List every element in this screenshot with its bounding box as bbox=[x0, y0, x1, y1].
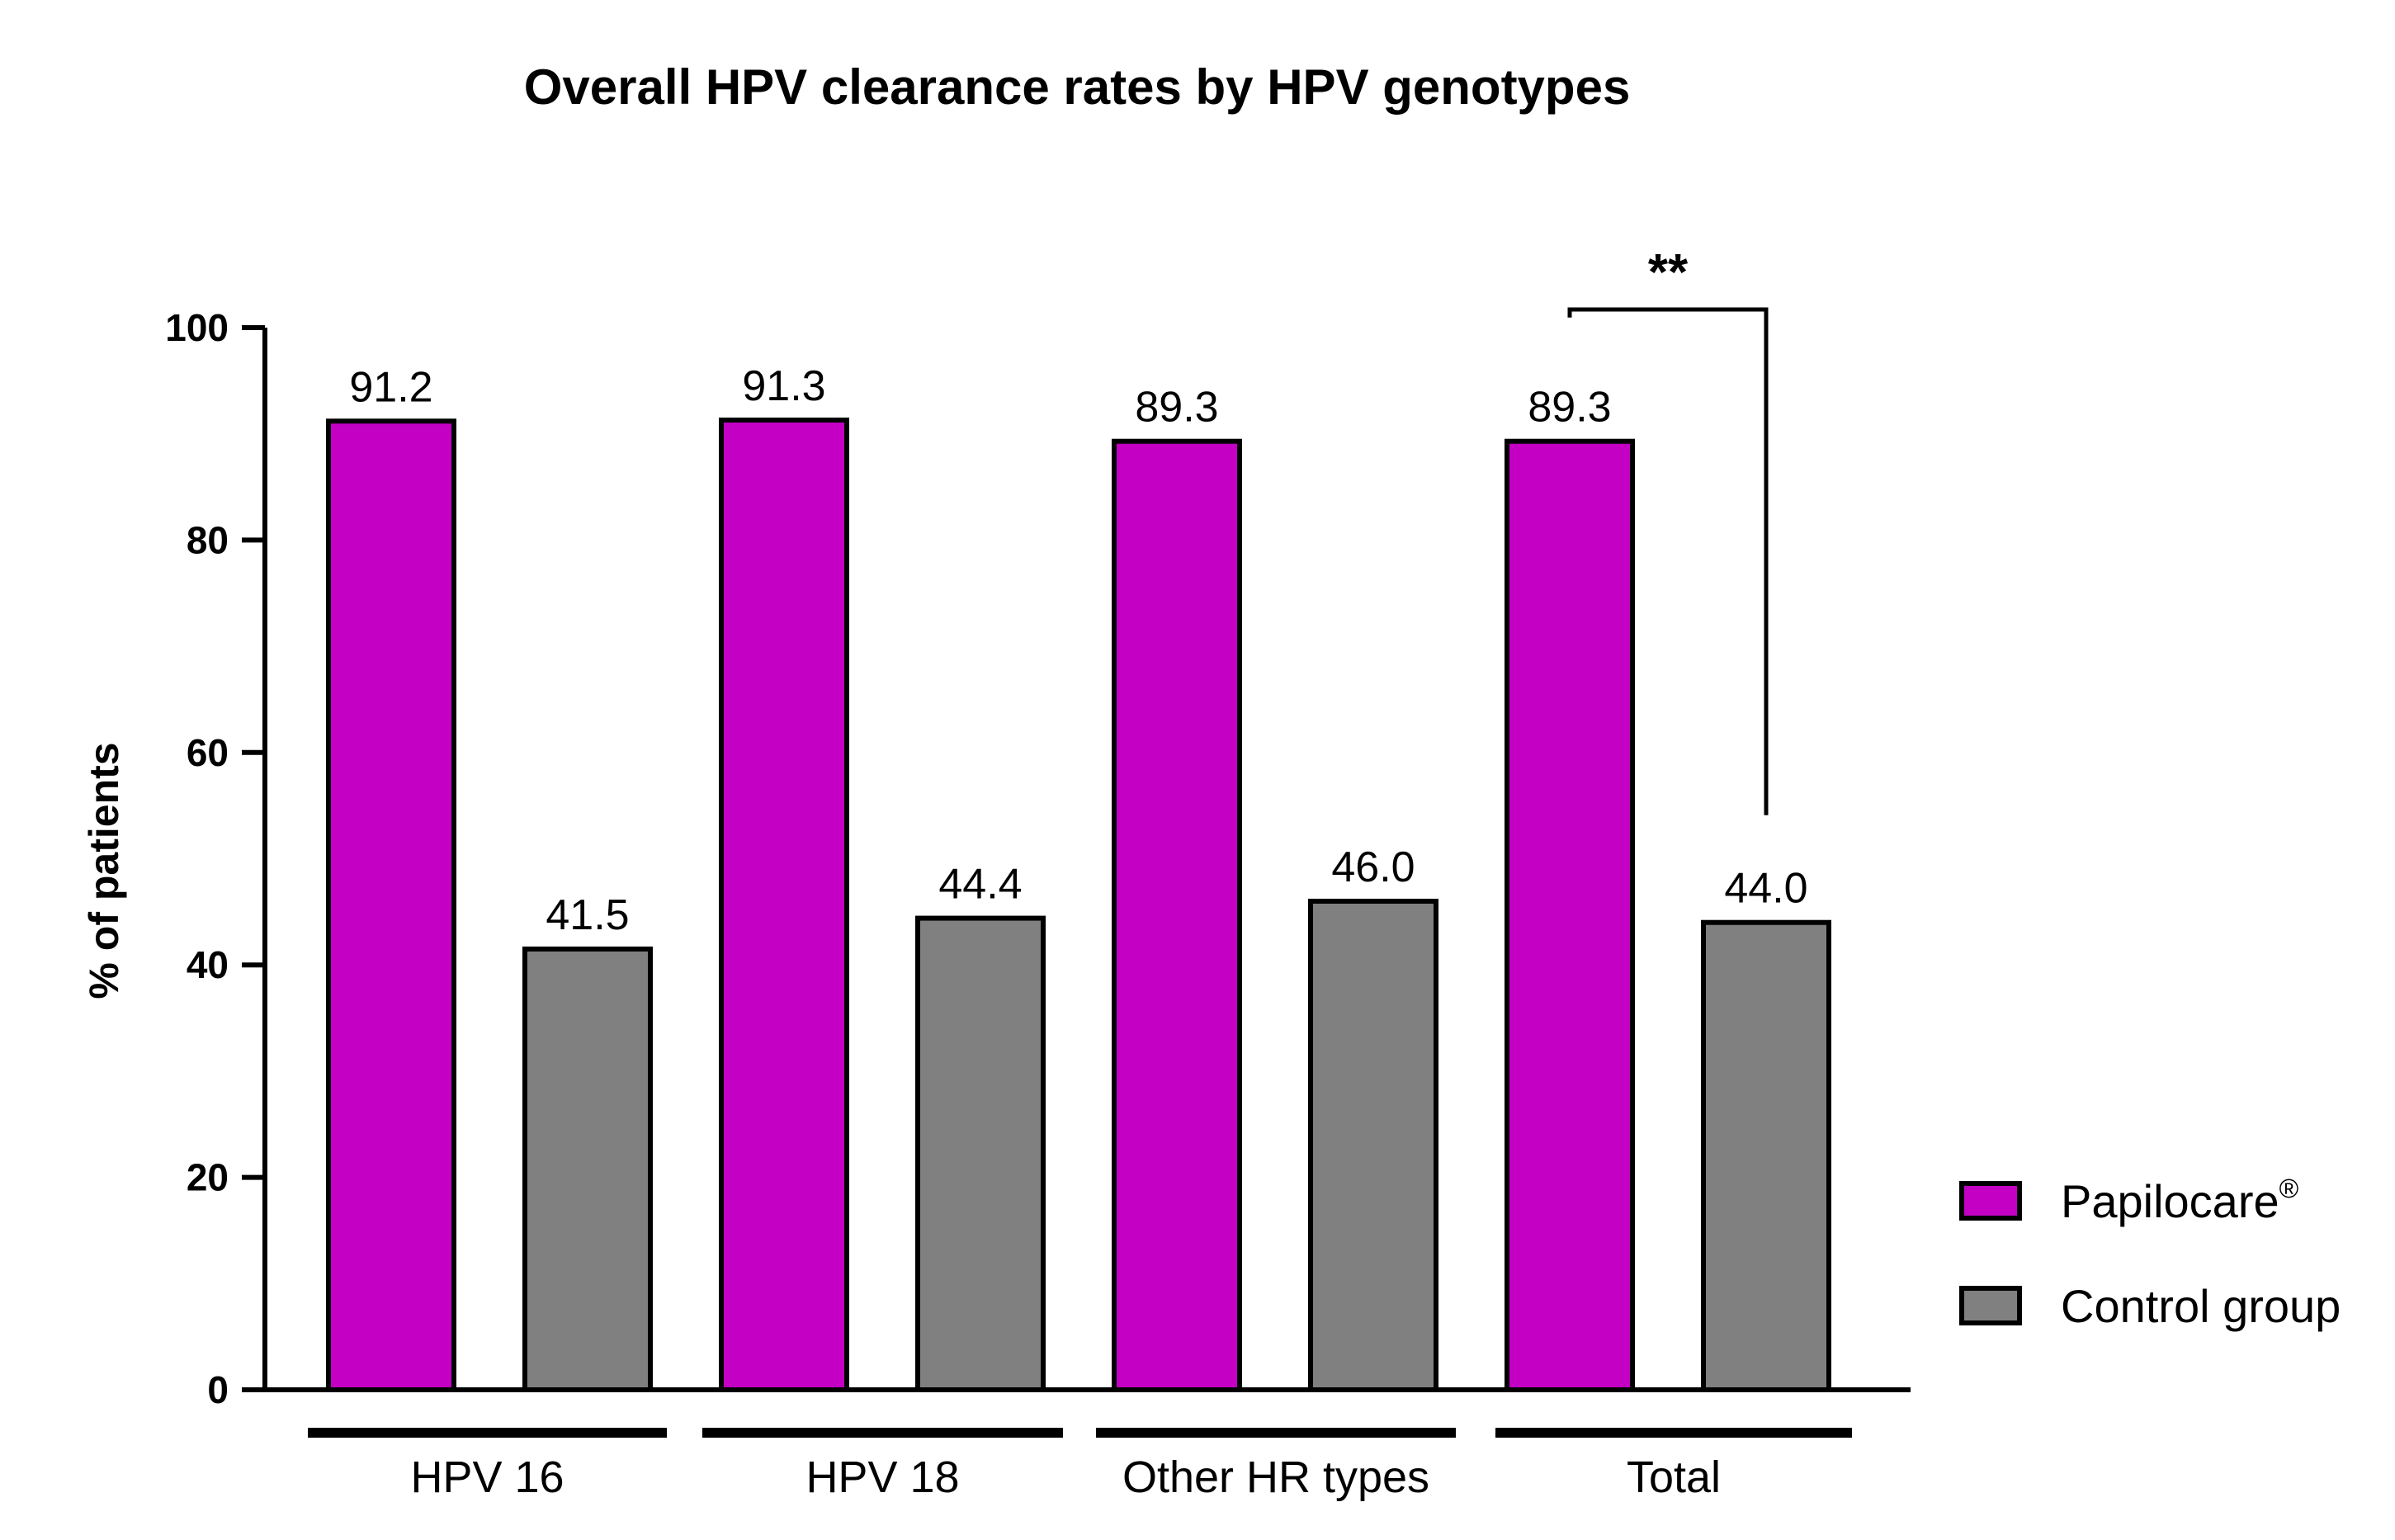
legend-label-control-group: Control group bbox=[2061, 1280, 2341, 1332]
y-tick-label: 100 bbox=[165, 306, 229, 349]
data-label: 46.0 bbox=[1331, 843, 1415, 891]
x-tick-label: Total bbox=[1627, 1453, 1721, 1502]
registered-trademark-mark: ® bbox=[2279, 1174, 2299, 1203]
legend-label-papilocare: Papilocare® bbox=[2061, 1174, 2299, 1227]
bar-papilocare bbox=[719, 417, 849, 1392]
plot-area: 0 20 40 60 80 100 91.2 41.5 HPV 16 91.3 44.4 HPV 18… bbox=[165, 244, 1911, 1502]
bar-papilocare bbox=[326, 418, 456, 1393]
y-tick-label: 60 bbox=[187, 731, 229, 774]
x-tick-label: HPV 18 bbox=[805, 1453, 959, 1502]
bar-control-group bbox=[1308, 898, 1438, 1392]
data-label: 91.3 bbox=[742, 362, 825, 410]
x-tick-label: HPV 16 bbox=[410, 1453, 564, 1502]
y-tick-label: 40 bbox=[187, 943, 229, 986]
x-tick-label: Other HR types bbox=[1122, 1453, 1429, 1502]
y-tick-label: 0 bbox=[207, 1368, 229, 1411]
significance-bracket bbox=[1567, 307, 1769, 815]
bar-control-group bbox=[915, 915, 1046, 1392]
bar-papilocare bbox=[1505, 438, 1635, 1392]
data-label: 44.4 bbox=[938, 861, 1022, 909]
data-label: 89.3 bbox=[1528, 384, 1611, 432]
bar-papilocare bbox=[1112, 438, 1242, 1392]
y-tick-label: 20 bbox=[187, 1156, 229, 1199]
data-label: 89.3 bbox=[1135, 384, 1218, 432]
legend: Papilocare® Control group bbox=[1959, 1174, 2341, 1332]
legend-swatch-control-group bbox=[1959, 1286, 2022, 1325]
bar-control-group bbox=[1701, 919, 1831, 1392]
legend-swatch-papilocare bbox=[1959, 1181, 2022, 1221]
chart-title: Overall HPV clearance rates by HPV genot… bbox=[524, 59, 1631, 115]
y-tick-label: 80 bbox=[187, 518, 229, 561]
data-label: 44.0 bbox=[1724, 865, 1807, 913]
bar-control-group bbox=[522, 946, 653, 1392]
data-label: 91.2 bbox=[349, 363, 432, 411]
significance-marker: ** bbox=[1648, 244, 1689, 301]
y-axis-label: % of patients bbox=[81, 742, 127, 999]
data-label: 41.5 bbox=[546, 891, 629, 939]
